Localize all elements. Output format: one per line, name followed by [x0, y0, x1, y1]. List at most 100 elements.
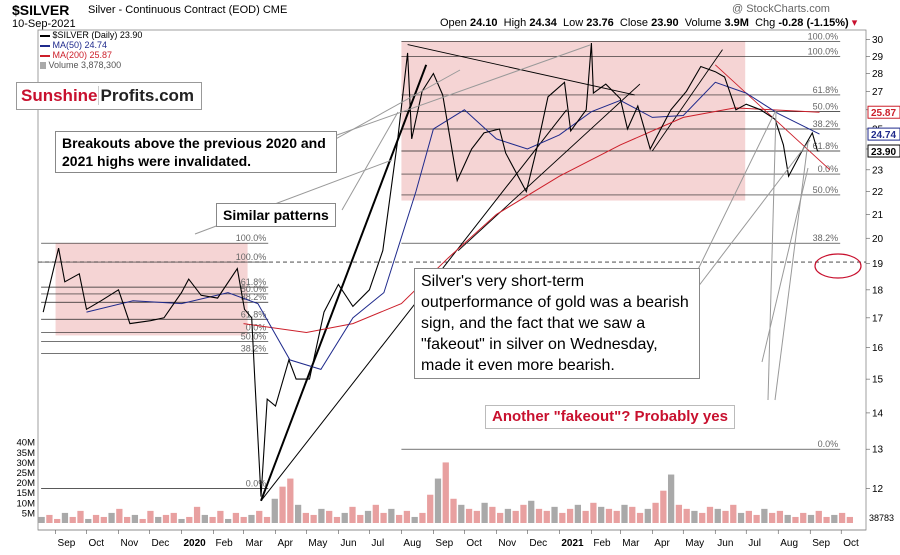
volume-bar	[263, 516, 271, 523]
volume-bar	[838, 512, 846, 523]
volume-bar	[699, 512, 706, 523]
price-badges: 25.87 24.74 23.90	[867, 105, 900, 158]
volume-bar	[341, 512, 348, 523]
volume-bar	[481, 502, 488, 523]
volume-bar	[800, 512, 807, 523]
volume-bar	[155, 516, 162, 523]
x-tick-label: Jul	[371, 538, 384, 549]
x-tick-label: Aug	[403, 538, 421, 549]
volume-bar	[256, 510, 263, 523]
volume-bar	[147, 510, 154, 523]
volume-bar	[629, 506, 636, 523]
fib-label: 0.0%	[818, 164, 839, 174]
legend-volume: Volume 3,878,300	[40, 60, 142, 70]
x-tick-label: May	[308, 538, 327, 549]
legend-ma50: MA(50) 24.74	[40, 40, 142, 50]
volume-bar	[559, 512, 566, 523]
fib-label: 38.2%	[813, 233, 839, 243]
volume-bar	[636, 512, 644, 523]
volume-bar	[543, 510, 550, 523]
volume-tick-label: 40M	[17, 438, 36, 449]
volume-bar	[201, 514, 208, 523]
legend-ma50-swatch-icon	[40, 44, 50, 47]
volume-bar	[605, 508, 613, 523]
x-tick-label: Nov	[498, 538, 516, 549]
trend-line	[651, 49, 723, 152]
volume-bar	[769, 512, 776, 523]
volume-bar	[357, 514, 364, 523]
volume-bar	[753, 514, 760, 523]
volume-bar	[271, 498, 278, 523]
y-tick-label: 21	[872, 210, 884, 221]
volume-bar	[349, 506, 356, 523]
high-label: High	[503, 17, 527, 29]
callout-line	[767, 111, 777, 401]
badge-label: 24.74	[871, 130, 896, 141]
fib-label: 0.0%	[818, 439, 839, 449]
close-value: 23.90	[651, 17, 679, 29]
volume-bar	[535, 508, 543, 523]
y-tick-label: 17	[872, 313, 884, 324]
volume-bar	[644, 508, 651, 523]
callout-line	[322, 44, 591, 141]
y-tick-label: 29	[872, 52, 884, 63]
instrument-full-name: Silver - Continuous Contract (EOD)	[88, 4, 260, 16]
volume-tick-label: 10M	[17, 498, 36, 509]
legend-price: $SILVER (Daily) 23.90	[40, 30, 142, 40]
y-tick-label: 27	[872, 87, 884, 98]
volume-bar	[232, 512, 240, 523]
volume-bar	[248, 514, 255, 523]
volume-bar	[730, 504, 737, 523]
volume-bar	[427, 494, 434, 523]
x-tick-label: Feb	[593, 538, 611, 549]
volume-bar	[333, 516, 341, 523]
y-tick-label: 18	[872, 285, 884, 296]
volume-tick-label: 20M	[17, 478, 36, 489]
volume-tick-label: 35M	[17, 448, 36, 459]
trend-line	[457, 83, 641, 251]
series-ma200	[243, 107, 820, 334]
volume-bar	[566, 508, 574, 523]
sunshineprofits-logo[interactable]: Sunshine Profits.com	[16, 82, 202, 110]
volume-bar	[574, 504, 581, 523]
legend-volume-swatch-icon	[40, 62, 46, 70]
volume-bar	[691, 510, 698, 523]
callout-line	[341, 111, 399, 211]
volume-bar	[807, 514, 815, 523]
series-ma50	[86, 81, 820, 370]
low-label: Low	[562, 17, 584, 29]
note-similar-patterns: Similar patterns	[216, 203, 336, 227]
x-tick-label: 2021	[561, 538, 584, 549]
callout-line	[687, 139, 811, 301]
volume-bar	[675, 504, 683, 523]
volume-bar	[776, 510, 784, 523]
exchange-name: CME	[262, 4, 288, 16]
volume-bar	[294, 504, 302, 523]
fib-label: 61.8%	[241, 277, 267, 287]
volume-bar	[310, 514, 317, 523]
volume-bar	[784, 514, 791, 523]
volume-bar	[419, 512, 426, 523]
volume-tick-label: 30M	[17, 458, 36, 469]
volume-bar	[458, 504, 465, 523]
chart-legend: $SILVER (Daily) 23.90 MA(50) 24.74 MA(20…	[40, 30, 142, 70]
volume-bar	[520, 504, 527, 523]
volume-bar	[667, 474, 675, 523]
volume-bar	[77, 510, 84, 523]
volume-bar	[403, 510, 411, 523]
x-tick-label: Jun	[340, 538, 356, 549]
badge-label: 25.87	[871, 108, 896, 119]
dropdown-caret-icon[interactable]: ▾	[851, 17, 858, 29]
fib-label: 50.0%	[813, 102, 839, 112]
volume-bar	[613, 510, 620, 523]
close-label: Close	[619, 17, 649, 29]
y-tick-label: 19	[872, 259, 884, 270]
volume-bar	[761, 508, 768, 523]
fib-label: 61.8%	[813, 85, 839, 95]
x-tick-label: Oct	[843, 538, 859, 549]
volume-bar	[792, 516, 799, 523]
volume-bar	[38, 516, 45, 523]
